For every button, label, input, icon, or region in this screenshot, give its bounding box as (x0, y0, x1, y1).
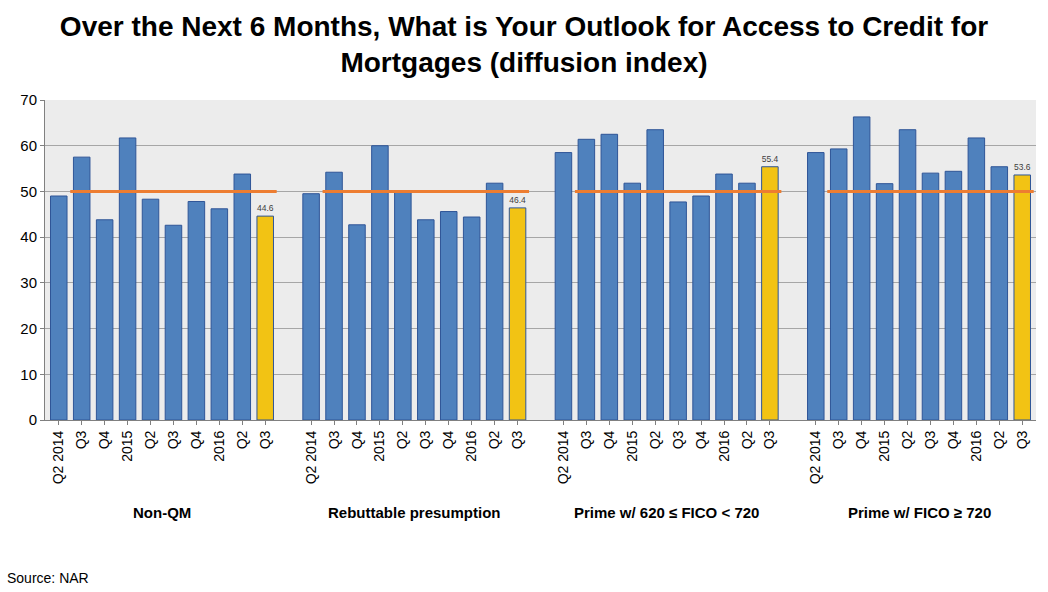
svg-text:Q2: Q2 (899, 430, 915, 449)
svg-text:Q2: Q2 (234, 430, 250, 449)
svg-text:Q4: Q4 (96, 430, 112, 449)
svg-text:Q3: Q3 (509, 430, 525, 449)
svg-text:Prime w/ 620 ≤ FICO < 720: Prime w/ 620 ≤ FICO < 720 (574, 504, 759, 521)
svg-text:Q4: Q4 (693, 430, 709, 449)
svg-text:2015: 2015 (876, 430, 892, 461)
svg-text:Q3: Q3 (326, 430, 342, 449)
svg-text:Non-QM: Non-QM (133, 504, 191, 521)
svg-text:2016: 2016 (716, 430, 732, 461)
svg-text:Q4: Q4 (601, 430, 617, 449)
svg-text:0: 0 (29, 411, 37, 428)
svg-text:Q4: Q4 (440, 430, 456, 449)
svg-text:Q2: Q2 (647, 430, 663, 449)
svg-text:Q2: Q2 (739, 430, 755, 449)
svg-text:2016: 2016 (463, 430, 479, 461)
svg-text:Q3: Q3 (922, 430, 938, 449)
svg-text:30: 30 (20, 274, 37, 291)
svg-text:Q2 2014: Q2 2014 (555, 430, 571, 484)
svg-text:2015: 2015 (624, 430, 640, 461)
svg-text:Q2 2014: Q2 2014 (303, 430, 319, 484)
svg-text:60: 60 (20, 137, 37, 154)
svg-text:Q3: Q3 (257, 430, 273, 449)
svg-text:Q4: Q4 (188, 430, 204, 449)
svg-text:2016: 2016 (968, 430, 984, 461)
svg-text:53.6: 53.6 (1014, 162, 1031, 172)
svg-text:Q3: Q3 (578, 430, 594, 449)
svg-text:Q4: Q4 (853, 430, 869, 449)
svg-text:Prime w/ FICO ≥ 720: Prime w/ FICO ≥ 720 (848, 504, 991, 521)
svg-text:40: 40 (20, 228, 37, 245)
svg-text:10: 10 (20, 366, 37, 383)
svg-text:70: 70 (20, 91, 37, 108)
svg-text:Q2: Q2 (486, 430, 502, 449)
svg-text:Q3: Q3 (830, 430, 846, 449)
svg-text:50: 50 (20, 183, 37, 200)
svg-text:Q3: Q3 (73, 430, 89, 449)
svg-text:Over the Next 6 Months, What i: Over the Next 6 Months, What is Your Out… (60, 11, 988, 78)
svg-text:Q2 2014: Q2 2014 (50, 430, 66, 484)
svg-text:2016: 2016 (211, 430, 227, 461)
svg-text:Q2: Q2 (394, 430, 410, 449)
svg-text:2015: 2015 (371, 430, 387, 461)
svg-text:Q2: Q2 (991, 430, 1007, 449)
svg-text:Q3: Q3 (670, 430, 686, 449)
svg-text:Rebuttable presumption: Rebuttable presumption (328, 504, 501, 521)
svg-text:Q4: Q4 (349, 430, 365, 449)
svg-text:Source: NAR: Source: NAR (7, 570, 89, 586)
svg-text:44.6: 44.6 (257, 203, 274, 213)
svg-text:Q2: Q2 (142, 430, 158, 449)
svg-text:Q3: Q3 (165, 430, 181, 449)
svg-text:Q4: Q4 (945, 430, 961, 449)
svg-text:Q2 2014: Q2 2014 (807, 430, 823, 484)
svg-text:2015: 2015 (119, 430, 135, 461)
svg-text:46.4: 46.4 (509, 195, 526, 205)
svg-text:Q3: Q3 (1014, 430, 1030, 449)
svg-text:55.4: 55.4 (762, 154, 779, 164)
svg-text:Q3: Q3 (417, 430, 433, 449)
svg-text:20: 20 (20, 320, 37, 337)
svg-text:Q3: Q3 (761, 430, 777, 449)
